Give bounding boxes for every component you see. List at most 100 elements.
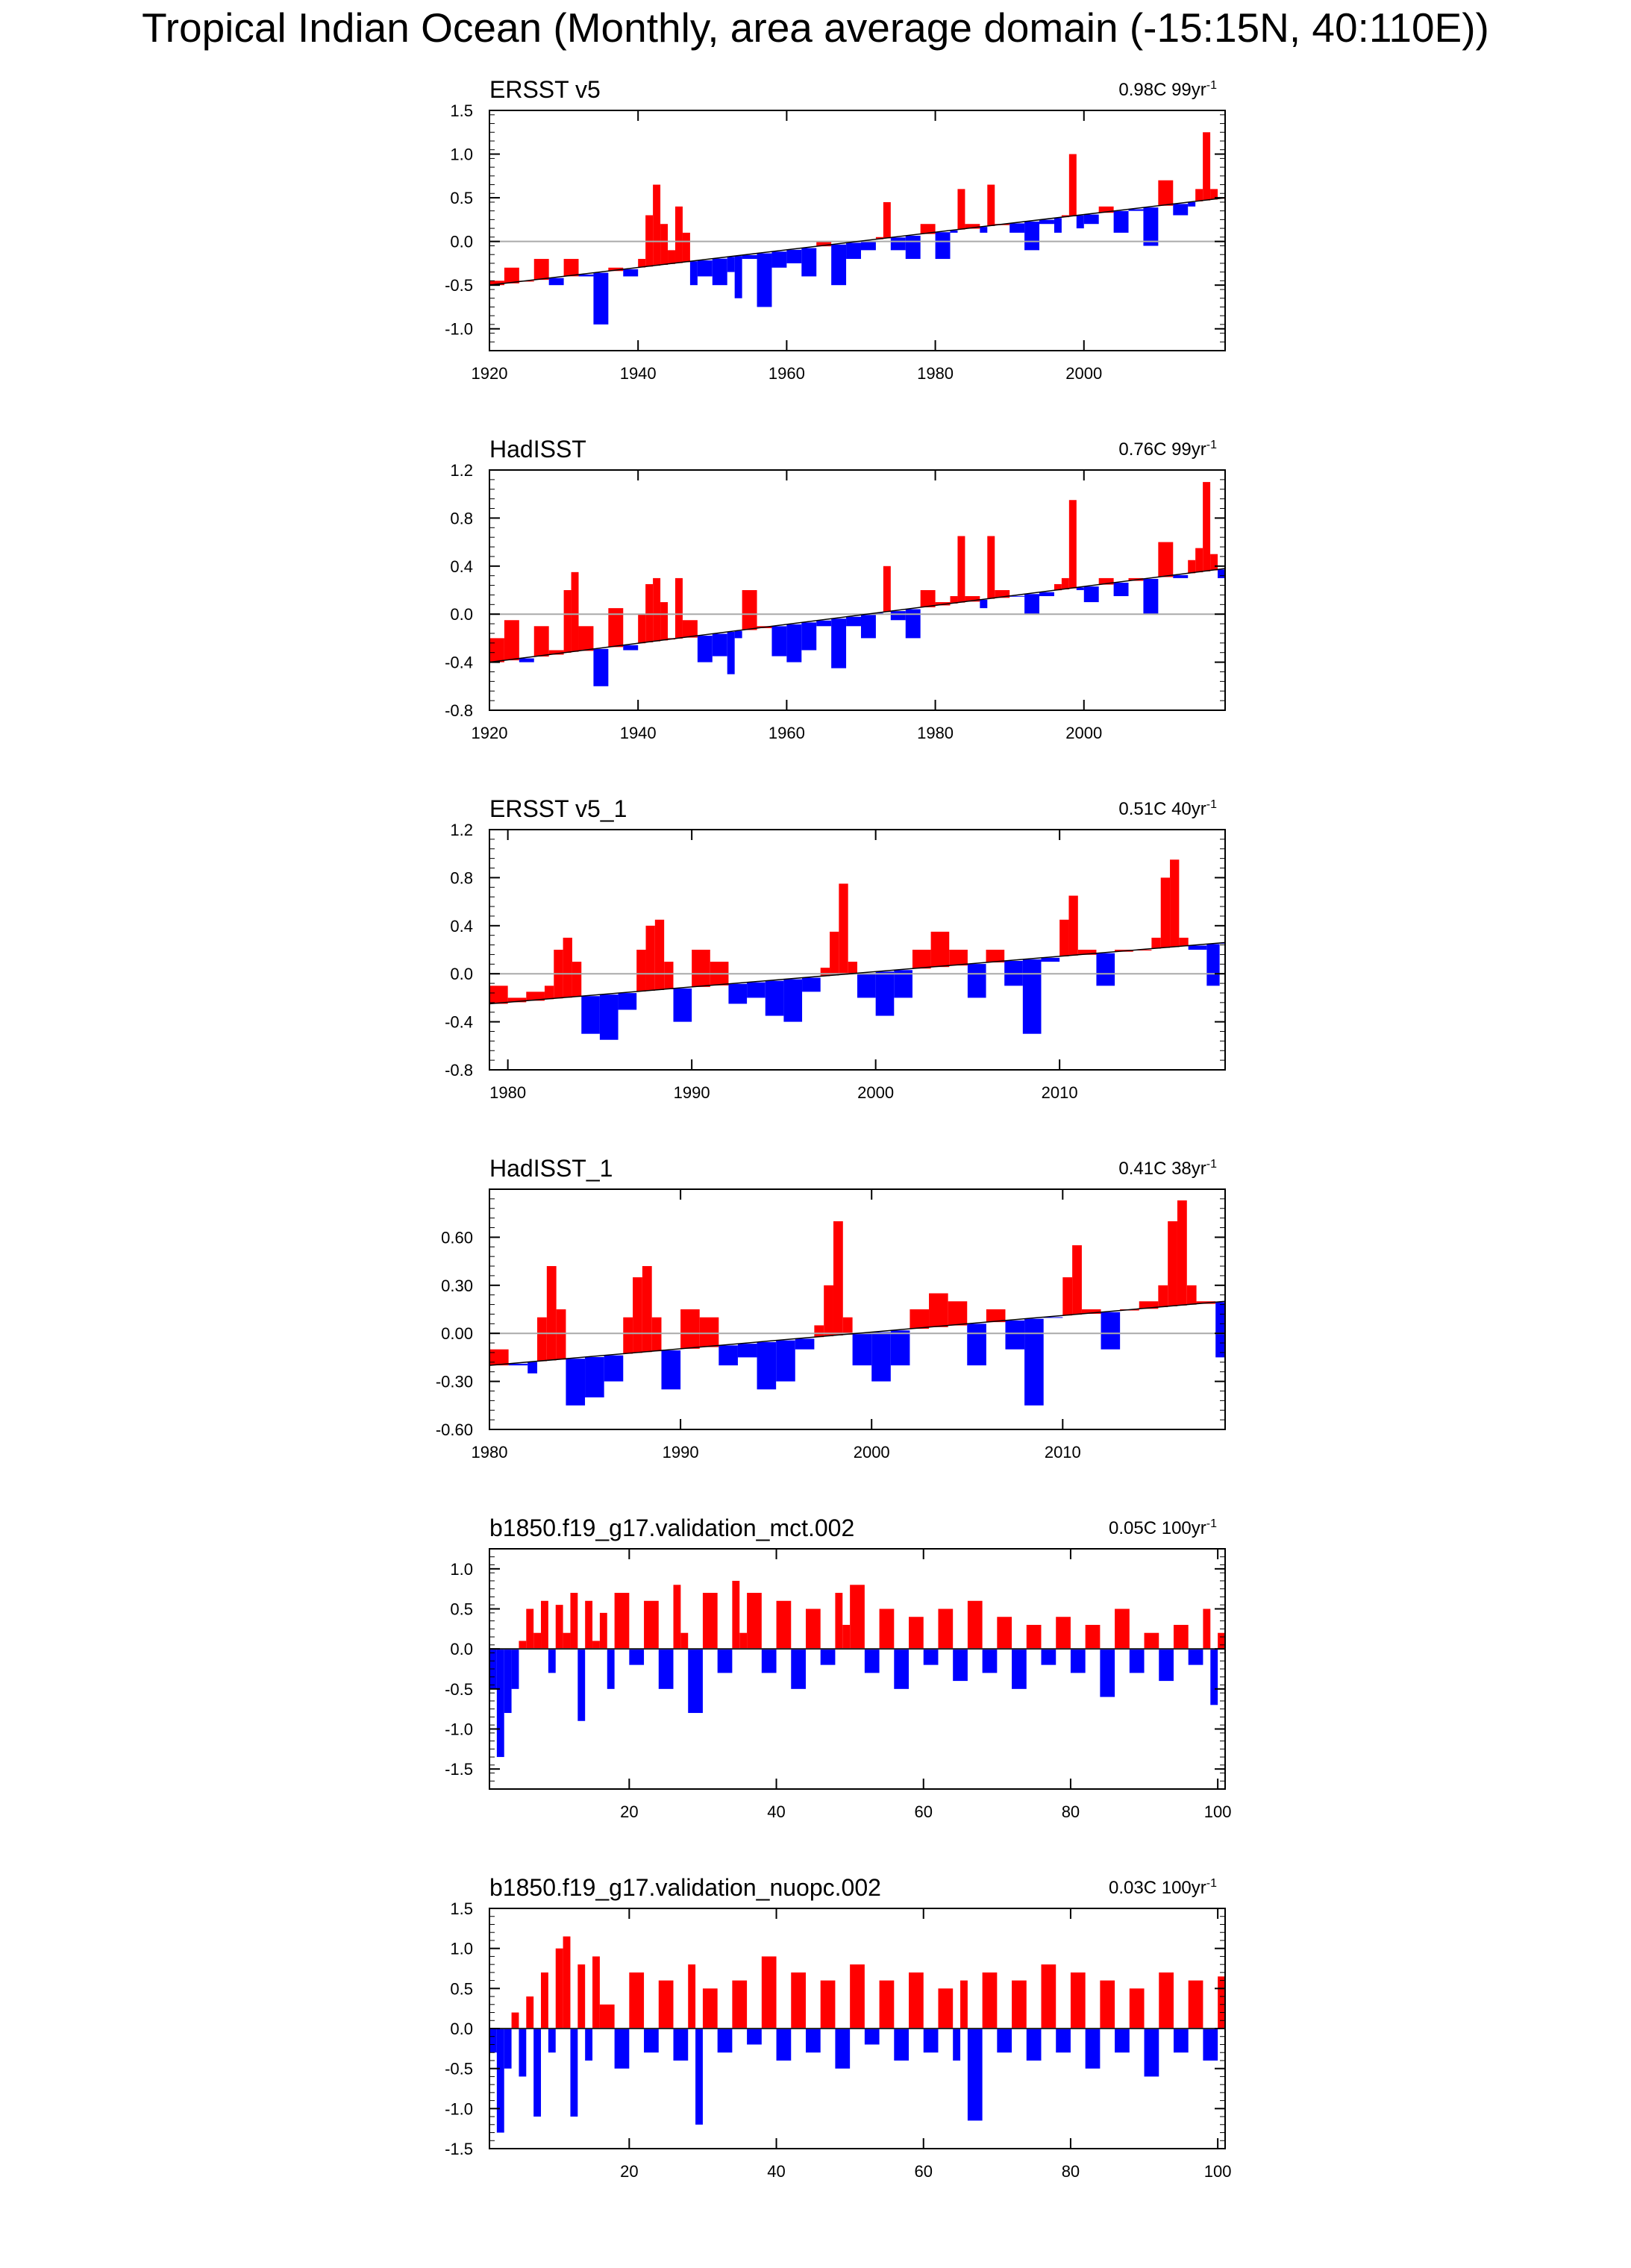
positive-bar <box>1158 1285 1168 1308</box>
y-tick-label: -0.60 <box>436 1420 473 1439</box>
positive-bar <box>1068 154 1077 216</box>
positive-bar <box>986 1309 1006 1323</box>
negative-bar <box>1012 1649 1027 1689</box>
negative-bar <box>1215 1302 1225 1358</box>
positive-bar <box>850 1964 865 2029</box>
positive-bar <box>1054 583 1062 591</box>
negative-bar <box>846 616 861 627</box>
bars-group <box>489 1200 1225 1406</box>
negative-bar <box>1054 218 1062 233</box>
plot-frame <box>489 469 1226 711</box>
positive-bar <box>839 883 848 975</box>
negative-bar <box>618 993 637 1010</box>
positive-bar <box>546 1266 557 1361</box>
negative-bar <box>953 2029 961 2061</box>
chart-svg: 1.5 1.0 0.5 0.0 -0.5 -1.0 -1.5 20 40 60 80 100 <box>445 1899 1231 2181</box>
trend-label: 0.51C 40yr-1 <box>1118 798 1217 820</box>
negative-bar <box>1159 1649 1174 1682</box>
positive-bar <box>920 590 936 608</box>
negative-bar <box>661 1350 681 1390</box>
positive-bar <box>1129 1988 1145 2029</box>
positive-bar <box>642 1266 652 1353</box>
positive-bar <box>1195 548 1203 573</box>
positive-bar <box>1041 1964 1056 2029</box>
positive-bar <box>791 1972 806 2029</box>
negative-bar <box>1083 586 1099 603</box>
negative-bar <box>1024 222 1040 251</box>
panel-title: HadISST_1 <box>489 1155 613 1182</box>
panel-title: b1850.f19_g17.validation_mct.002 <box>489 1514 855 1541</box>
negative-bar <box>786 249 802 263</box>
negative-bar <box>1129 1649 1145 1673</box>
negative-bar <box>1085 2029 1101 2069</box>
negative-bar <box>860 615 876 639</box>
negative-bar <box>890 1330 910 1366</box>
positive-bar <box>629 1972 645 2029</box>
positive-bar <box>614 1593 630 1650</box>
negative-bar <box>1206 944 1220 986</box>
x-tick-label: 60 <box>914 2162 932 2181</box>
positive-bar <box>920 224 936 234</box>
negative-bar <box>923 1649 939 1665</box>
y-tick-label: 0.8 <box>450 868 473 887</box>
positive-bar <box>541 1972 548 2029</box>
y-tick-label: 1.2 <box>450 821 473 839</box>
negative-bar <box>496 2029 504 2133</box>
positive-bar <box>702 1988 718 2029</box>
trend-line <box>489 568 1226 663</box>
x-tick-label: 1920 <box>472 724 508 742</box>
negative-bar <box>1005 1320 1025 1350</box>
positive-bar <box>1072 1245 1082 1315</box>
positive-bar <box>742 590 757 630</box>
positive-bar <box>507 997 527 1003</box>
negative-bar <box>519 658 534 662</box>
negative-bar <box>658 1649 674 1689</box>
positive-bar <box>1100 1980 1115 2029</box>
x-tick-label: 40 <box>767 1802 785 1821</box>
y-tick-label: 0.00 <box>441 1324 473 1343</box>
negative-bar <box>697 260 713 277</box>
x-tick-label: 1980 <box>917 364 954 383</box>
chart-svg: 0.60 0.30 0.00 -0.30 -0.60 1980 1990 2000 2010 <box>436 1188 1226 1462</box>
chart-svg: 1.5 1.0 0.5 0.0 -0.5 -1.0 1920 1940 1960 1980 2000 <box>445 101 1226 383</box>
positive-bar <box>1168 1221 1177 1306</box>
positive-bar <box>682 232 690 263</box>
y-tick-label: 0.60 <box>441 1228 473 1247</box>
negative-bar <box>1218 569 1225 578</box>
negative-bar <box>852 1333 872 1366</box>
negative-bar <box>581 996 600 1034</box>
chart-panel: HadISST 0.76C 99yr-1 1.2 0.8 0.4 0.0 -0.4 -0.8 1… <box>0 431 1631 791</box>
trend-label: 0.98C 99yr-1 <box>1118 79 1217 101</box>
positive-bar <box>912 950 931 969</box>
negative-bar <box>623 645 639 651</box>
positive-bar <box>1210 189 1218 200</box>
chart-panel: ERSST v5 0.98C 99yr-1 1.5 1.0 0.5 0.0 -0.5 -1.0… <box>0 72 1631 431</box>
y-tick-label: 1.0 <box>450 145 473 164</box>
negative-bar <box>1083 214 1099 225</box>
trend-exponent: -1 <box>1206 798 1217 811</box>
positive-bar <box>949 950 968 966</box>
positive-bar <box>1056 1617 1071 1650</box>
negative-bar <box>548 1649 556 1673</box>
positive-bar <box>636 950 646 992</box>
positive-bar <box>833 1221 843 1335</box>
negative-bar <box>1144 2029 1159 2077</box>
negative-bar <box>864 2029 880 2045</box>
positive-bar <box>732 1580 740 1650</box>
negative-bar <box>528 1362 538 1373</box>
negative-bar <box>1188 1649 1203 1665</box>
negative-bar <box>905 609 921 639</box>
positive-bar <box>489 638 504 662</box>
negative-bar <box>835 2029 851 2069</box>
x-tick-label: 1920 <box>472 364 508 383</box>
positive-bar <box>879 1608 895 1650</box>
positive-bar <box>987 184 995 226</box>
x-tick-label: 2010 <box>1042 1083 1078 1102</box>
negative-bar <box>712 258 727 286</box>
negative-bar <box>757 1341 777 1390</box>
negative-bar <box>1076 587 1084 590</box>
trend-line <box>489 942 1226 1005</box>
positive-bar <box>555 1605 563 1650</box>
positive-bar <box>842 1624 851 1650</box>
negative-bar <box>623 269 639 277</box>
